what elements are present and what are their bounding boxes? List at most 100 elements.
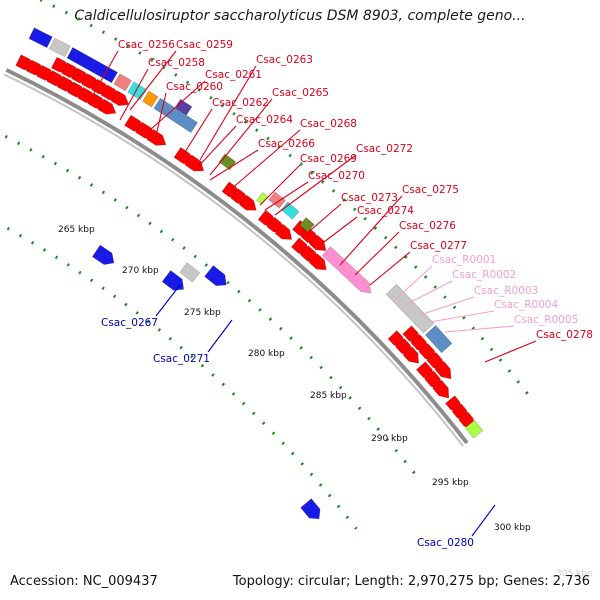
gene-block: [218, 153, 237, 171]
gene-label-csac_0274[interactable]: Csac_0274: [357, 205, 414, 217]
gene-label-csac_0266[interactable]: Csac_0266: [258, 138, 315, 150]
cds-arrow: [432, 379, 450, 399]
scale-labels: 265 kbp 270 kbp 275 kbp 280 kbp 285 kbp 290 k…: [58, 225, 593, 579]
gene-block: [280, 201, 300, 220]
scale-label: 280 kbp: [248, 349, 285, 359]
label-leaders: [89, 50, 537, 537]
gene-label-csac_0264[interactable]: Csac_0264: [236, 114, 293, 126]
cds-arrow: [274, 223, 293, 240]
gene-block: [268, 191, 286, 209]
scale-label: 305 kbp: [556, 569, 593, 579]
tick-marks: [0, 0, 530, 530]
gene-label-csac_0270[interactable]: Csac_0270: [308, 170, 365, 182]
leader-line: [274, 154, 357, 216]
scale-label: 265 kbp: [58, 225, 95, 235]
gene-block: [424, 324, 453, 354]
leader-line: [369, 251, 411, 286]
leader-line: [89, 50, 119, 101]
cds-arrow: [238, 194, 257, 211]
leader-line: [209, 149, 259, 181]
cds-arrow: [434, 360, 452, 380]
cds-arrow: [97, 98, 117, 115]
gene-block: [386, 283, 435, 334]
gene-label-csac_0263[interactable]: Csac_0263: [256, 54, 313, 66]
accession-text: Accession: NC_009437: [10, 574, 158, 589]
gene-label-csac_0262[interactable]: Csac_0262: [212, 97, 269, 109]
gene-label-csac_0256[interactable]: Csac_0256: [118, 39, 175, 51]
leader-line: [339, 195, 403, 266]
gene-label-csac_0276[interactable]: Csac_0276: [399, 220, 456, 232]
backbone-outer: [5, 68, 469, 445]
gene-label-csac_0275[interactable]: Csac_0275: [402, 184, 459, 196]
gene-label-csac_0271[interactable]: Csac_0271: [153, 353, 210, 365]
gene-label-csac_0268[interactable]: Csac_0268: [300, 118, 357, 130]
cds-arrow: [402, 346, 420, 364]
gene-label-csac_r0002[interactable]: Csac_R0002: [452, 269, 516, 281]
gene-block-inner: [300, 498, 321, 520]
gene-block-inner: [179, 262, 201, 283]
gene-label-csac_0258[interactable]: Csac_0258: [148, 57, 205, 69]
leader-line: [154, 92, 167, 141]
gene-label-csac_0259[interactable]: Csac_0259: [176, 39, 233, 51]
gene-label-csac_0269[interactable]: Csac_0269: [300, 153, 357, 165]
leader-line: [129, 50, 177, 111]
gene-block: [28, 27, 53, 48]
cds-arrow: [110, 90, 130, 106]
leader-line: [444, 325, 515, 333]
gene-label-csac_0273[interactable]: Csac_0273: [341, 192, 398, 204]
scale-label: 290 kbp: [371, 434, 408, 444]
gene-block: [464, 419, 484, 439]
gene-label-csac_0265[interactable]: Csac_0265: [272, 87, 329, 99]
gene-label-csac_0272[interactable]: Csac_0272: [356, 143, 413, 155]
leader-line: [207, 319, 233, 353]
gene-label-csac_r0005[interactable]: Csac_R0005: [514, 314, 578, 326]
gene-label-csac_0278[interactable]: Csac_0278: [536, 329, 593, 341]
leader-line: [259, 164, 301, 206]
gene-block: [299, 217, 315, 233]
gene-label-csac_0261[interactable]: Csac_0261: [205, 69, 262, 81]
leader-line: [354, 231, 400, 276]
leader-line: [319, 216, 358, 246]
gene-label-csac_0280[interactable]: Csac_0280: [417, 537, 474, 549]
leader-line: [471, 504, 496, 537]
gene-label-csac_0277[interactable]: Csac_0277: [410, 240, 467, 252]
cds-arrow: [184, 154, 205, 172]
cds-arrow: [146, 128, 167, 146]
scale-label: 285 kbp: [310, 391, 347, 401]
leader-line: [394, 265, 433, 301]
map-title: Caldicellulosiruptor saccharolyticus DSM…: [74, 8, 526, 24]
gene-label-csac_r0001[interactable]: Csac_R0001: [432, 254, 496, 266]
gene-label-csac_0260[interactable]: Csac_0260: [166, 81, 223, 93]
cds-arrow: [308, 234, 327, 252]
gene-block: [48, 37, 71, 58]
leader-line: [429, 310, 495, 323]
scale-label: 275 kbp: [184, 308, 221, 318]
cds-arrow: [308, 253, 327, 271]
leader-line: [419, 296, 475, 316]
leader-line: [229, 129, 301, 191]
tick-track-2: [0, 222, 358, 530]
gene-label-csac_r0003[interactable]: Csac_R0003: [474, 285, 538, 297]
scale-label: 295 kbp: [432, 478, 469, 488]
scale-label: 300 kbp: [494, 523, 531, 533]
gene-block: [153, 97, 198, 133]
leader-line: [484, 340, 537, 363]
gene-block: [127, 81, 147, 101]
tick-track-0: [39, 0, 530, 397]
gene-block-inner: [204, 265, 227, 287]
leader-line: [404, 280, 453, 306]
gene-block-inner: [161, 270, 184, 291]
gene-label-csac_0267[interactable]: Csac_0267: [101, 317, 158, 329]
leader-line: [119, 68, 149, 121]
leader-line: [155, 284, 181, 317]
gene-block: [113, 73, 132, 92]
rna-block: [321, 246, 372, 294]
gene-label-csac_r0004[interactable]: Csac_R0004: [494, 299, 559, 311]
gene-block-inner: [91, 244, 115, 265]
backbone-inner: [3, 73, 464, 447]
leader-line: [199, 65, 257, 161]
backbone: [3, 68, 469, 447]
leader-line: [304, 203, 342, 236]
leader-line: [264, 181, 309, 211]
